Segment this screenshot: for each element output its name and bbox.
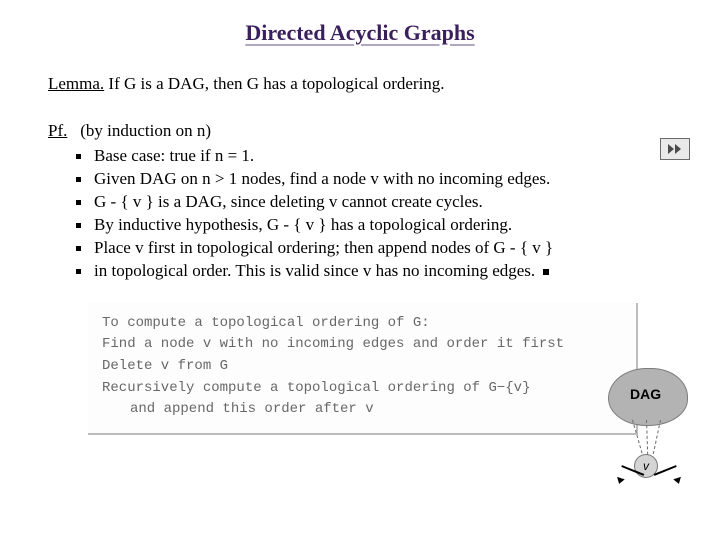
list-item: By inductive hypothesis, G - { v } has a…: [76, 214, 672, 237]
bullet-text: in topological order. This is valid sinc…: [94, 261, 535, 280]
algo-line: Recursively compute a topological orderi…: [102, 378, 622, 400]
algo-text: Find a node v with no incoming edges and…: [102, 336, 564, 352]
lemma-label: Lemma.: [48, 74, 104, 93]
arrowhead-icon: [673, 477, 682, 485]
algo-line: and append this order after v: [102, 399, 622, 421]
node-label: v: [643, 459, 649, 473]
proof-block: Pf. (by induction on n) Base case: true …: [48, 120, 672, 283]
proof-bullet-list: Base case: true if n = 1. Given DAG on n…: [48, 145, 672, 283]
algo-line: To compute a topological ordering of G:: [102, 313, 622, 335]
next-slide-button[interactable]: [660, 138, 690, 160]
list-item: Base case: true if n = 1.: [76, 145, 672, 168]
proof-label: Pf.: [48, 120, 76, 143]
list-item: in topological order. This is valid sinc…: [76, 260, 672, 283]
algo-text: Delete v from G: [102, 358, 228, 374]
page-title: Directed Acyclic Graphs: [48, 20, 672, 46]
list-item: Given DAG on n > 1 nodes, find a node v …: [76, 168, 672, 191]
lemma-text: If G is a DAG, then G has a topological …: [108, 74, 444, 93]
list-item: Place v first in topological ordering; t…: [76, 237, 672, 260]
dashed-edge: [652, 420, 661, 459]
bullet-text: Base case: true if n = 1.: [94, 146, 254, 165]
algo-line: Delete v from G: [102, 356, 622, 378]
dag-label: DAG: [630, 386, 661, 402]
bullet-text: Place v first in topological ordering; t…: [94, 238, 553, 257]
bullet-text: Given DAG on n > 1 nodes, find a node v …: [94, 169, 550, 188]
dag-diagram: DAG v: [602, 362, 692, 482]
play-forward-icon: [667, 143, 683, 155]
arrowhead-icon: [615, 477, 624, 485]
proof-intro: (by induction on n): [80, 121, 211, 140]
qed-icon: [543, 269, 549, 275]
algo-text: and append this order after v: [130, 401, 374, 417]
list-item: G - { v } is a DAG, since deleting v can…: [76, 191, 672, 214]
lemma-statement: Lemma. If G is a DAG, then G has a topol…: [48, 74, 672, 94]
bullet-text: By inductive hypothesis, G - { v } has a…: [94, 215, 512, 234]
algo-line: Find a node v with no incoming edges and…: [102, 334, 622, 356]
algo-text: To compute a topological ordering of G:: [102, 315, 430, 331]
bullet-text: G - { v } is a DAG, since deleting v can…: [94, 192, 483, 211]
algo-text: Recursively compute a topological orderi…: [102, 380, 530, 396]
algorithm-box: To compute a topological ordering of G: …: [88, 303, 638, 435]
